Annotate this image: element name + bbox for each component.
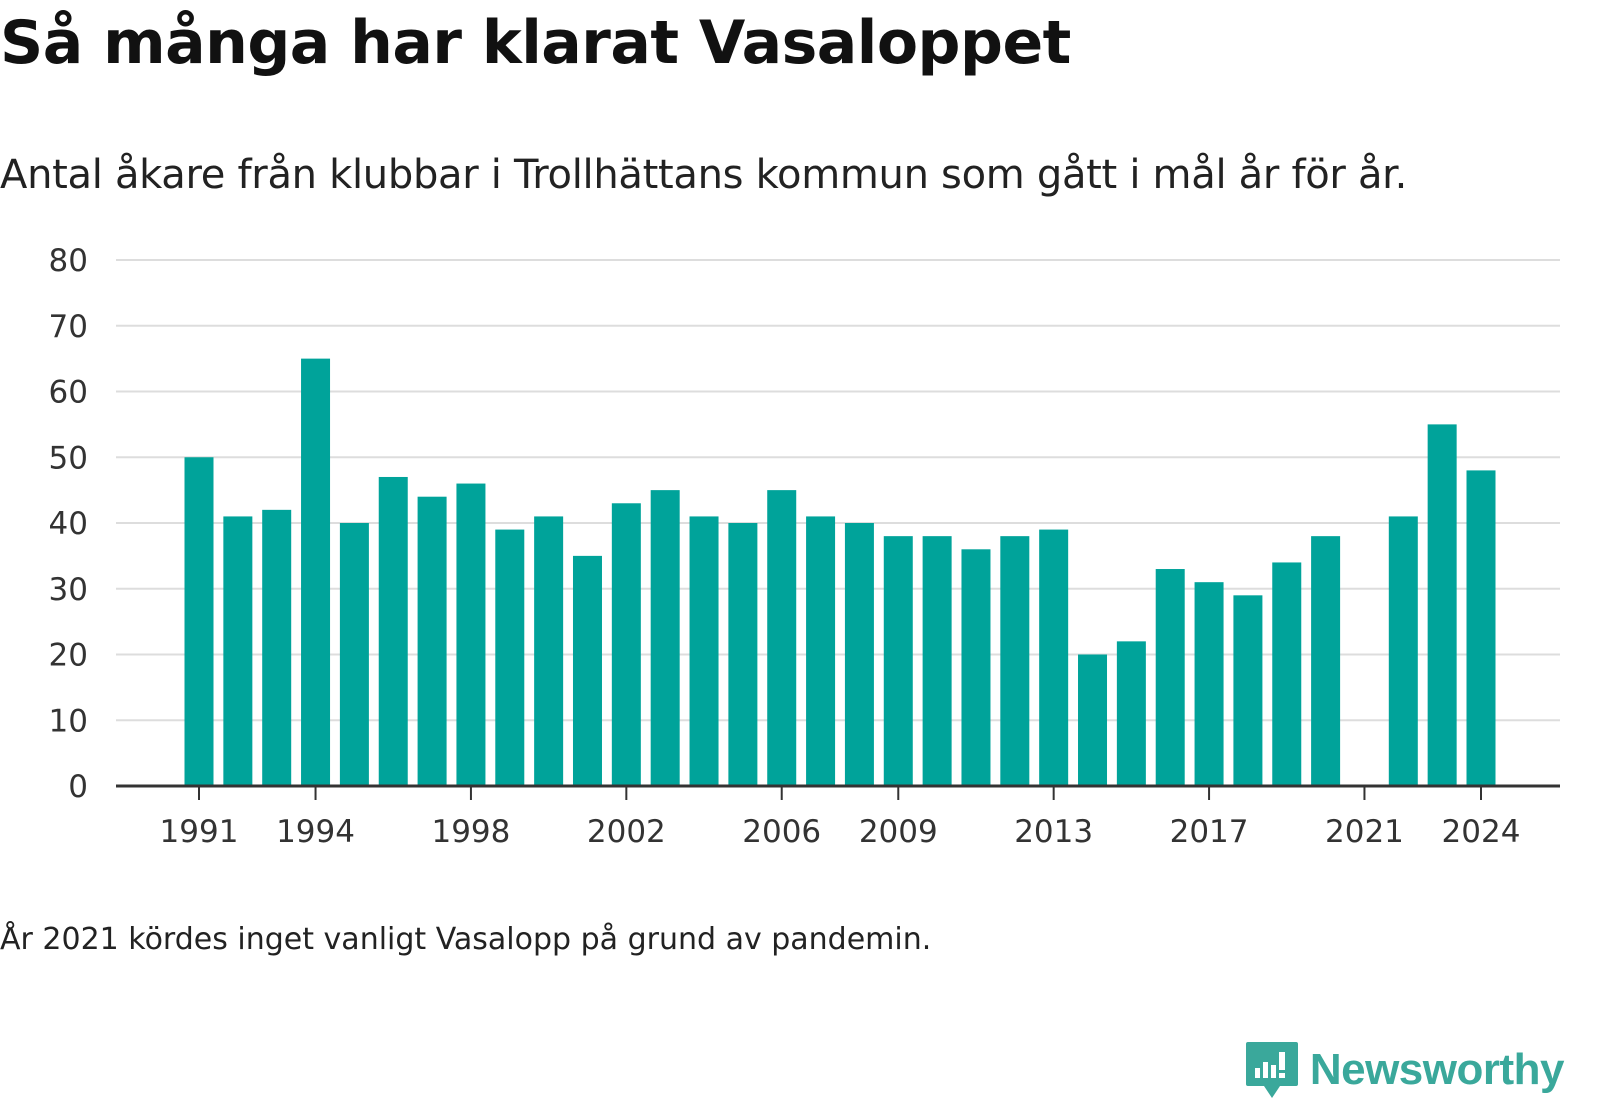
x-tick-label: 2006 bbox=[742, 814, 821, 850]
bar bbox=[456, 483, 486, 786]
bar bbox=[339, 523, 369, 786]
newsworthy-logo: Newsworthy bbox=[1244, 1040, 1565, 1100]
bar bbox=[806, 516, 836, 786]
bar bbox=[1272, 562, 1302, 786]
bar bbox=[495, 529, 525, 786]
x-tick-label: 2021 bbox=[1325, 814, 1404, 850]
x-axis-ticks: 1991 1994 1998 2002 2006 2009 2013 2017 2021 2024 bbox=[160, 786, 1521, 850]
x-tick-label: 1991 bbox=[160, 814, 239, 850]
bar bbox=[301, 358, 331, 786]
bar bbox=[378, 476, 408, 786]
bar bbox=[572, 555, 602, 786]
bar bbox=[262, 509, 292, 786]
bar bbox=[922, 536, 952, 786]
bar bbox=[611, 503, 641, 786]
x-tick-label: 1998 bbox=[431, 814, 510, 850]
chart-subtitle: Antal åkare från klubbar i Trollhättans … bbox=[0, 152, 1408, 198]
y-tick-label: 0 bbox=[68, 769, 88, 805]
bar bbox=[1116, 641, 1146, 786]
y-tick-label: 50 bbox=[49, 440, 88, 476]
chart-title: Så många har klarat Vasaloppet bbox=[0, 8, 1071, 78]
y-tick-label: 70 bbox=[49, 309, 88, 345]
y-tick-label: 40 bbox=[49, 506, 88, 542]
footnote: År 2021 kördes inget vanligt Vasalopp på… bbox=[0, 922, 932, 957]
gridlines bbox=[116, 259, 1560, 722]
y-tick-label: 20 bbox=[49, 638, 88, 674]
y-axis-ticks: 0 10 20 30 40 50 60 70 80 bbox=[49, 243, 88, 805]
x-tick-label: 2013 bbox=[1014, 814, 1093, 850]
x-tick-label: 1994 bbox=[276, 814, 355, 850]
x-tick-label: 2009 bbox=[859, 814, 938, 850]
bar bbox=[1427, 424, 1457, 786]
x-tick-label: 2024 bbox=[1442, 814, 1521, 850]
bar bbox=[1155, 569, 1185, 786]
bar bbox=[961, 549, 991, 786]
y-tick-label: 80 bbox=[49, 243, 88, 279]
bar bbox=[767, 490, 797, 786]
y-tick-label: 60 bbox=[49, 375, 88, 411]
bar-chart: 0 10 20 30 40 50 60 70 80 1991 1994 1998 2002 2006 20… bbox=[49, 243, 1560, 850]
bar bbox=[223, 516, 253, 786]
bar bbox=[728, 523, 758, 786]
bar bbox=[417, 496, 447, 786]
bar bbox=[689, 516, 719, 786]
bar bbox=[844, 523, 874, 786]
bar bbox=[1388, 516, 1418, 786]
newsworthy-chart-bubble-icon bbox=[1245, 1042, 1298, 1098]
x-tick-label: 2017 bbox=[1170, 814, 1249, 850]
x-tick-label: 2002 bbox=[587, 814, 666, 850]
bar bbox=[534, 516, 564, 786]
bar bbox=[650, 490, 680, 786]
bars bbox=[184, 358, 1496, 786]
bar bbox=[1233, 595, 1263, 786]
bar bbox=[184, 457, 214, 786]
bar bbox=[1311, 536, 1341, 786]
bar bbox=[1466, 470, 1496, 786]
y-tick-label: 30 bbox=[49, 572, 88, 608]
bar bbox=[883, 536, 913, 786]
bar bbox=[1194, 582, 1224, 786]
bar bbox=[1078, 654, 1108, 786]
bar bbox=[1039, 529, 1069, 786]
y-tick-label: 10 bbox=[49, 703, 88, 739]
bar bbox=[1000, 536, 1030, 786]
logo-text: Newsworthy bbox=[1309, 1045, 1565, 1094]
